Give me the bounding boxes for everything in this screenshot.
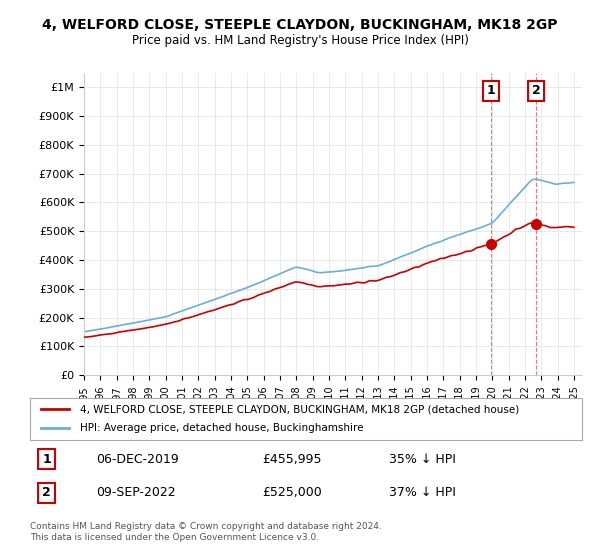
Text: Contains HM Land Registry data © Crown copyright and database right 2024.
This d: Contains HM Land Registry data © Crown c… [30,522,382,542]
Text: 4, WELFORD CLOSE, STEEPLE CLAYDON, BUCKINGHAM, MK18 2GP (detached house): 4, WELFORD CLOSE, STEEPLE CLAYDON, BUCKI… [80,404,519,414]
Text: 4, WELFORD CLOSE, STEEPLE CLAYDON, BUCKINGHAM, MK18 2GP: 4, WELFORD CLOSE, STEEPLE CLAYDON, BUCKI… [42,18,558,32]
Text: 2: 2 [42,486,51,500]
Text: 37% ↓ HPI: 37% ↓ HPI [389,486,455,500]
Text: £525,000: £525,000 [262,486,322,500]
Text: 1: 1 [42,452,51,466]
Text: 1: 1 [487,85,495,97]
Text: 35% ↓ HPI: 35% ↓ HPI [389,452,455,466]
Text: 09-SEP-2022: 09-SEP-2022 [96,486,176,500]
Text: HPI: Average price, detached house, Buckinghamshire: HPI: Average price, detached house, Buck… [80,423,363,433]
Text: 06-DEC-2019: 06-DEC-2019 [96,452,179,466]
Text: Price paid vs. HM Land Registry's House Price Index (HPI): Price paid vs. HM Land Registry's House … [131,34,469,47]
Text: £455,995: £455,995 [262,452,322,466]
Text: 2: 2 [532,85,541,97]
